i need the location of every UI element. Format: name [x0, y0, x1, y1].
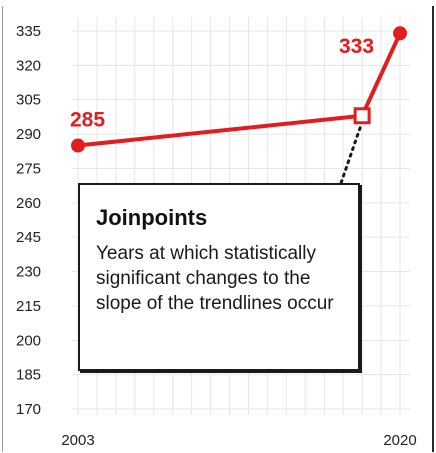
y-tick-label: 245 — [16, 229, 41, 246]
y-tick-label: 275 — [16, 160, 41, 177]
y-axis: 170 185 200 215 230 245 260 275 290 305 320 335 — [16, 23, 41, 418]
data-labels: 285 333 — [70, 35, 374, 132]
y-tick-label: 260 — [16, 195, 41, 212]
frame-left-border — [2, 6, 3, 452]
y-tick-label: 320 — [16, 57, 41, 74]
y-tick-label: 185 — [16, 367, 41, 384]
y-tick-label: 170 — [16, 401, 41, 418]
data-point — [71, 138, 85, 153]
y-tick-label: 335 — [16, 23, 41, 40]
y-tick-label: 305 — [16, 92, 41, 109]
y-tick-label: 215 — [16, 298, 41, 315]
joinpoint-marker — [353, 107, 371, 125]
joinpoint-connector — [339, 126, 362, 185]
series-layer — [71, 26, 407, 153]
data-label: 333 — [339, 35, 374, 58]
y-tick-label: 290 — [16, 126, 41, 143]
y-tick-label: 200 — [16, 332, 41, 349]
y-tick-label: 230 — [16, 264, 41, 281]
x-tick-label: 2003 — [61, 432, 94, 449]
callout-text: Years at which statistically significant… — [96, 243, 334, 314]
x-axis: 2003 2020 — [61, 432, 416, 449]
x-tick-label: 2020 — [383, 432, 416, 449]
joinpoints-callout: Joinpoints Years at which statistically … — [78, 183, 360, 371]
data-label: 285 — [70, 109, 105, 132]
callout-title: Joinpoints — [96, 205, 208, 230]
frame-right-border — [432, 6, 434, 452]
data-point — [393, 26, 407, 41]
